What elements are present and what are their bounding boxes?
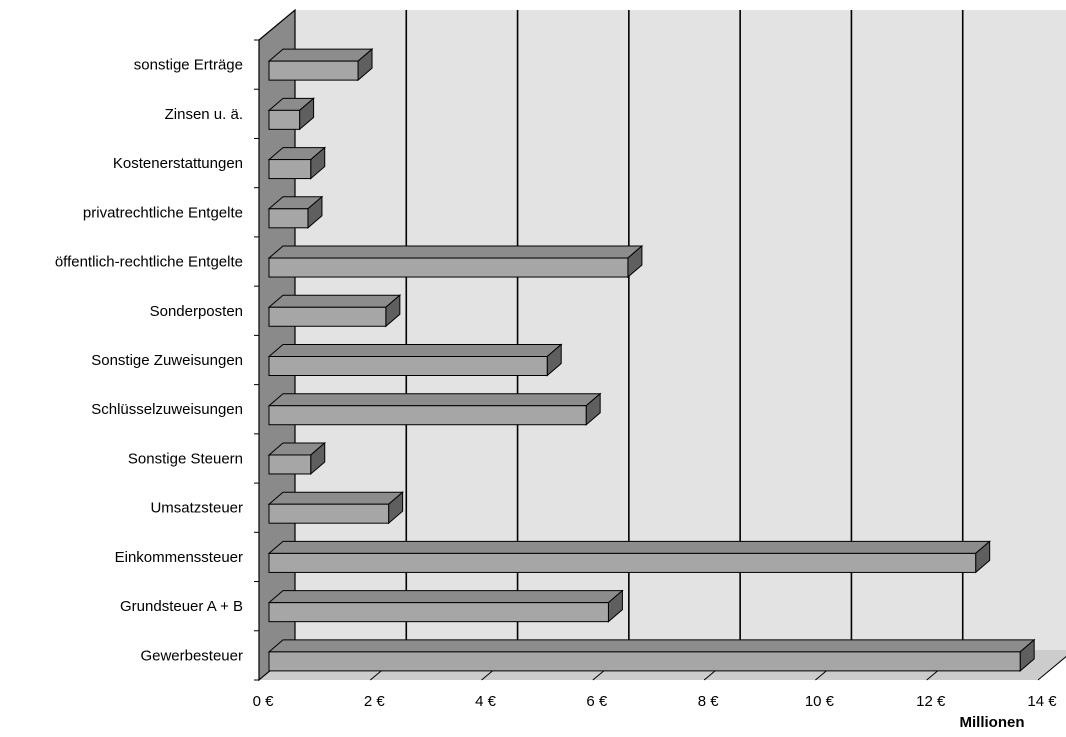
bar-front-face xyxy=(268,651,1021,672)
category-label: öffentlich-rechtliche Entgelte xyxy=(55,254,243,271)
x-tick-labels: 0 € 2 € 4 € 6 € 8 € 10 € 12 € 14 € xyxy=(253,693,1058,710)
bar xyxy=(267,195,324,229)
bar-top-face xyxy=(267,639,1036,653)
bar xyxy=(267,392,602,426)
x-unit-label: Millionen xyxy=(960,714,1025,731)
bar-front-face xyxy=(268,257,629,278)
bar xyxy=(267,294,402,328)
bar-front-face xyxy=(268,60,359,81)
back-wall xyxy=(295,10,1066,650)
bar-top-face xyxy=(267,48,374,62)
category-label: privatrechtliche Entgelte xyxy=(83,204,243,221)
bar-front-face xyxy=(268,552,977,573)
bar-front-face xyxy=(268,405,587,426)
bar-top-face xyxy=(267,344,563,357)
x-tick-label: 4 € xyxy=(475,693,497,710)
category-label: Grundsteuer A + B xyxy=(120,598,243,615)
x-tick-label: 14 € xyxy=(1027,693,1057,710)
category-labels: sonstige Erträge Zinsen u. ä. Kostenerstat… xyxy=(55,57,243,665)
category-label: sonstige Erträge xyxy=(134,57,243,74)
bar-front-face xyxy=(268,503,390,524)
bar-front-face xyxy=(268,109,301,130)
bar xyxy=(267,540,992,574)
bar-front-face xyxy=(268,306,387,327)
bar xyxy=(267,244,644,279)
category-label: Sonstige Steuern xyxy=(128,450,243,467)
bar-front-face xyxy=(268,356,548,376)
x-tick-label: 8 € xyxy=(698,693,720,710)
bar xyxy=(267,589,624,623)
category-label: Gewerbesteuer xyxy=(140,647,243,664)
x-tick-label: 2 € xyxy=(364,693,386,710)
bar xyxy=(267,146,327,180)
category-label: Sonderposten xyxy=(150,303,243,320)
bar-top-face xyxy=(267,294,402,308)
category-label: Umsatzsteuer xyxy=(150,500,243,517)
x-tick-label: 0 € xyxy=(253,693,275,710)
bar xyxy=(267,638,1036,672)
bar xyxy=(267,48,374,82)
chart-bars xyxy=(267,48,1036,672)
bar-top-face xyxy=(267,491,404,505)
bar xyxy=(267,491,404,525)
bar xyxy=(267,441,327,476)
x-tick-label: 12 € xyxy=(916,693,946,710)
bar-front-face xyxy=(268,159,312,180)
bar-top-face xyxy=(267,393,602,407)
category-label: Kostenerstattungen xyxy=(113,155,243,172)
category-label: Einkommenssteuer xyxy=(115,549,243,566)
bar-top-face xyxy=(267,540,992,554)
bar-top-face xyxy=(267,590,624,604)
bar-front-face xyxy=(268,208,309,229)
bar-top-face xyxy=(267,245,644,259)
bar-front-face xyxy=(268,454,312,475)
category-label: Sonstige Zuweisungen xyxy=(91,352,243,369)
bar-front-face xyxy=(268,602,609,623)
floor-gridline xyxy=(1037,656,1066,681)
x-tick-label: 6 € xyxy=(586,693,608,710)
bar xyxy=(267,343,563,377)
x-tick-label: 10 € xyxy=(805,693,835,710)
category-label: Schlüsselzuweisungen xyxy=(91,401,243,418)
bar xyxy=(267,97,315,131)
category-label: Zinsen u. ä. xyxy=(165,106,243,123)
